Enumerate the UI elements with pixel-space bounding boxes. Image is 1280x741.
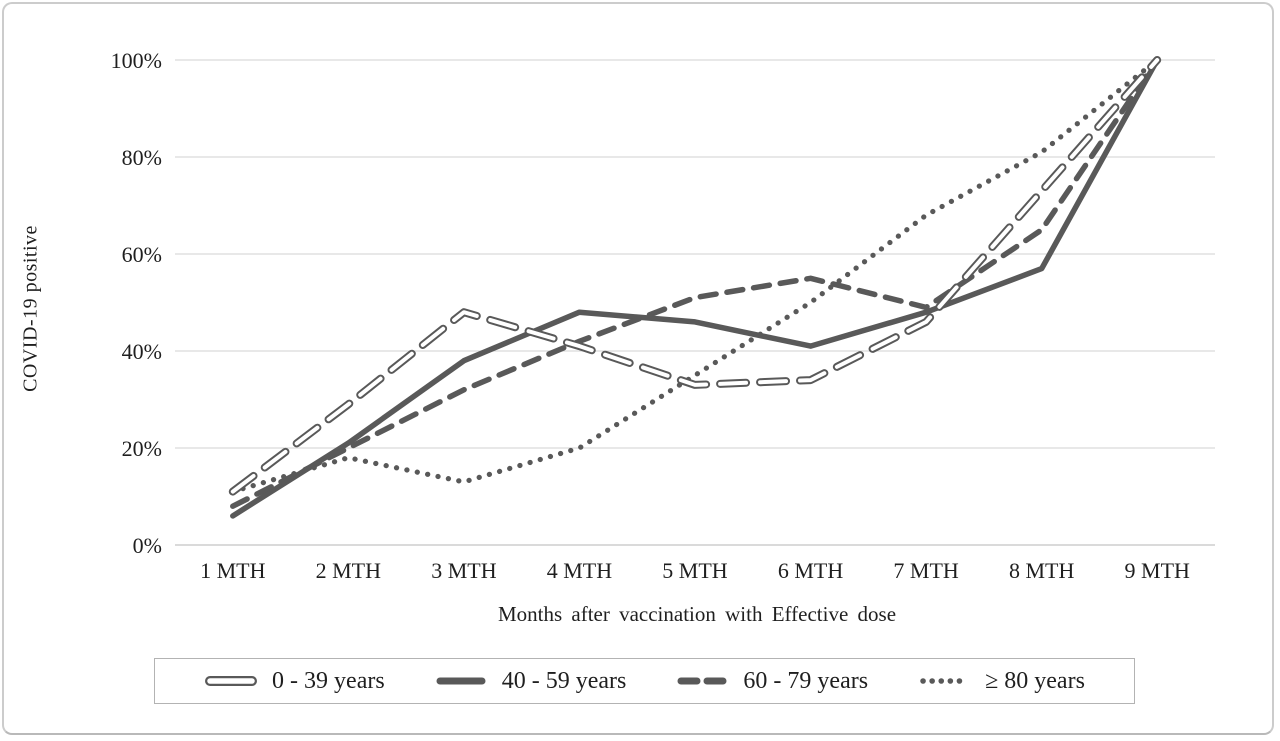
legend-marker-outline-long-dash	[205, 676, 258, 686]
x-tick-label: 5 MTH	[662, 558, 728, 583]
legend-item-3: 60 - 79 years	[675, 668, 868, 695]
series-line-1	[230, 58, 1160, 494]
y-axis-title: COVID-19 positive	[19, 225, 42, 392]
x-tick-label: 2 MTH	[316, 558, 382, 583]
legend-item-2: 40 - 59 years	[434, 667, 627, 695]
legend-marker-dotted	[920, 678, 968, 684]
legend-marker-dashed	[677, 677, 727, 685]
x-tick-label: 4 MTH	[547, 558, 613, 583]
y-tick-label: 100%	[111, 48, 162, 73]
x-tick-label: 8 MTH	[1009, 558, 1075, 583]
legend-item-1: 0 - 39 years	[204, 668, 385, 695]
y-tick-label: 40%	[122, 339, 162, 364]
series-line-2	[230, 57, 1160, 519]
series-line-4	[230, 57, 1160, 495]
legend-label: 60 - 79 years	[743, 667, 869, 694]
x-tick-label: 3 MTH	[431, 558, 497, 583]
y-tick-label: 0%	[133, 533, 162, 558]
x-axis-title: Months after vaccination with Effective …	[497, 602, 897, 626]
legend-label: 40 - 59 years	[501, 667, 627, 694]
series-line-3	[230, 57, 1160, 509]
x-tick-label: 7 MTH	[893, 558, 959, 583]
legend-marker-solid	[436, 677, 486, 685]
line-chart-canvas: 0% 20% 40% 60% 80% 100% 1 MTH 2 MTH 3 MTH 4 MTH 5 …	[111, 48, 1215, 583]
x-tick-label: 1 MTH	[200, 558, 266, 583]
legend-item-4: ≥ 80 years	[917, 668, 1085, 695]
y-tick-label: 80%	[122, 145, 162, 170]
x-tick-label: 9 MTH	[1125, 558, 1191, 583]
legend-box: 0 - 39 years 40 - 59 years 60 - 79 years ≥ …	[154, 658, 1135, 704]
y-tick-label: 20%	[122, 436, 162, 461]
legend-label: 0 - 39 years	[272, 667, 385, 694]
y-tick-label: 60%	[122, 242, 162, 267]
legend-label: ≥ 80 years	[985, 667, 1085, 694]
x-tick-label: 6 MTH	[778, 558, 844, 583]
